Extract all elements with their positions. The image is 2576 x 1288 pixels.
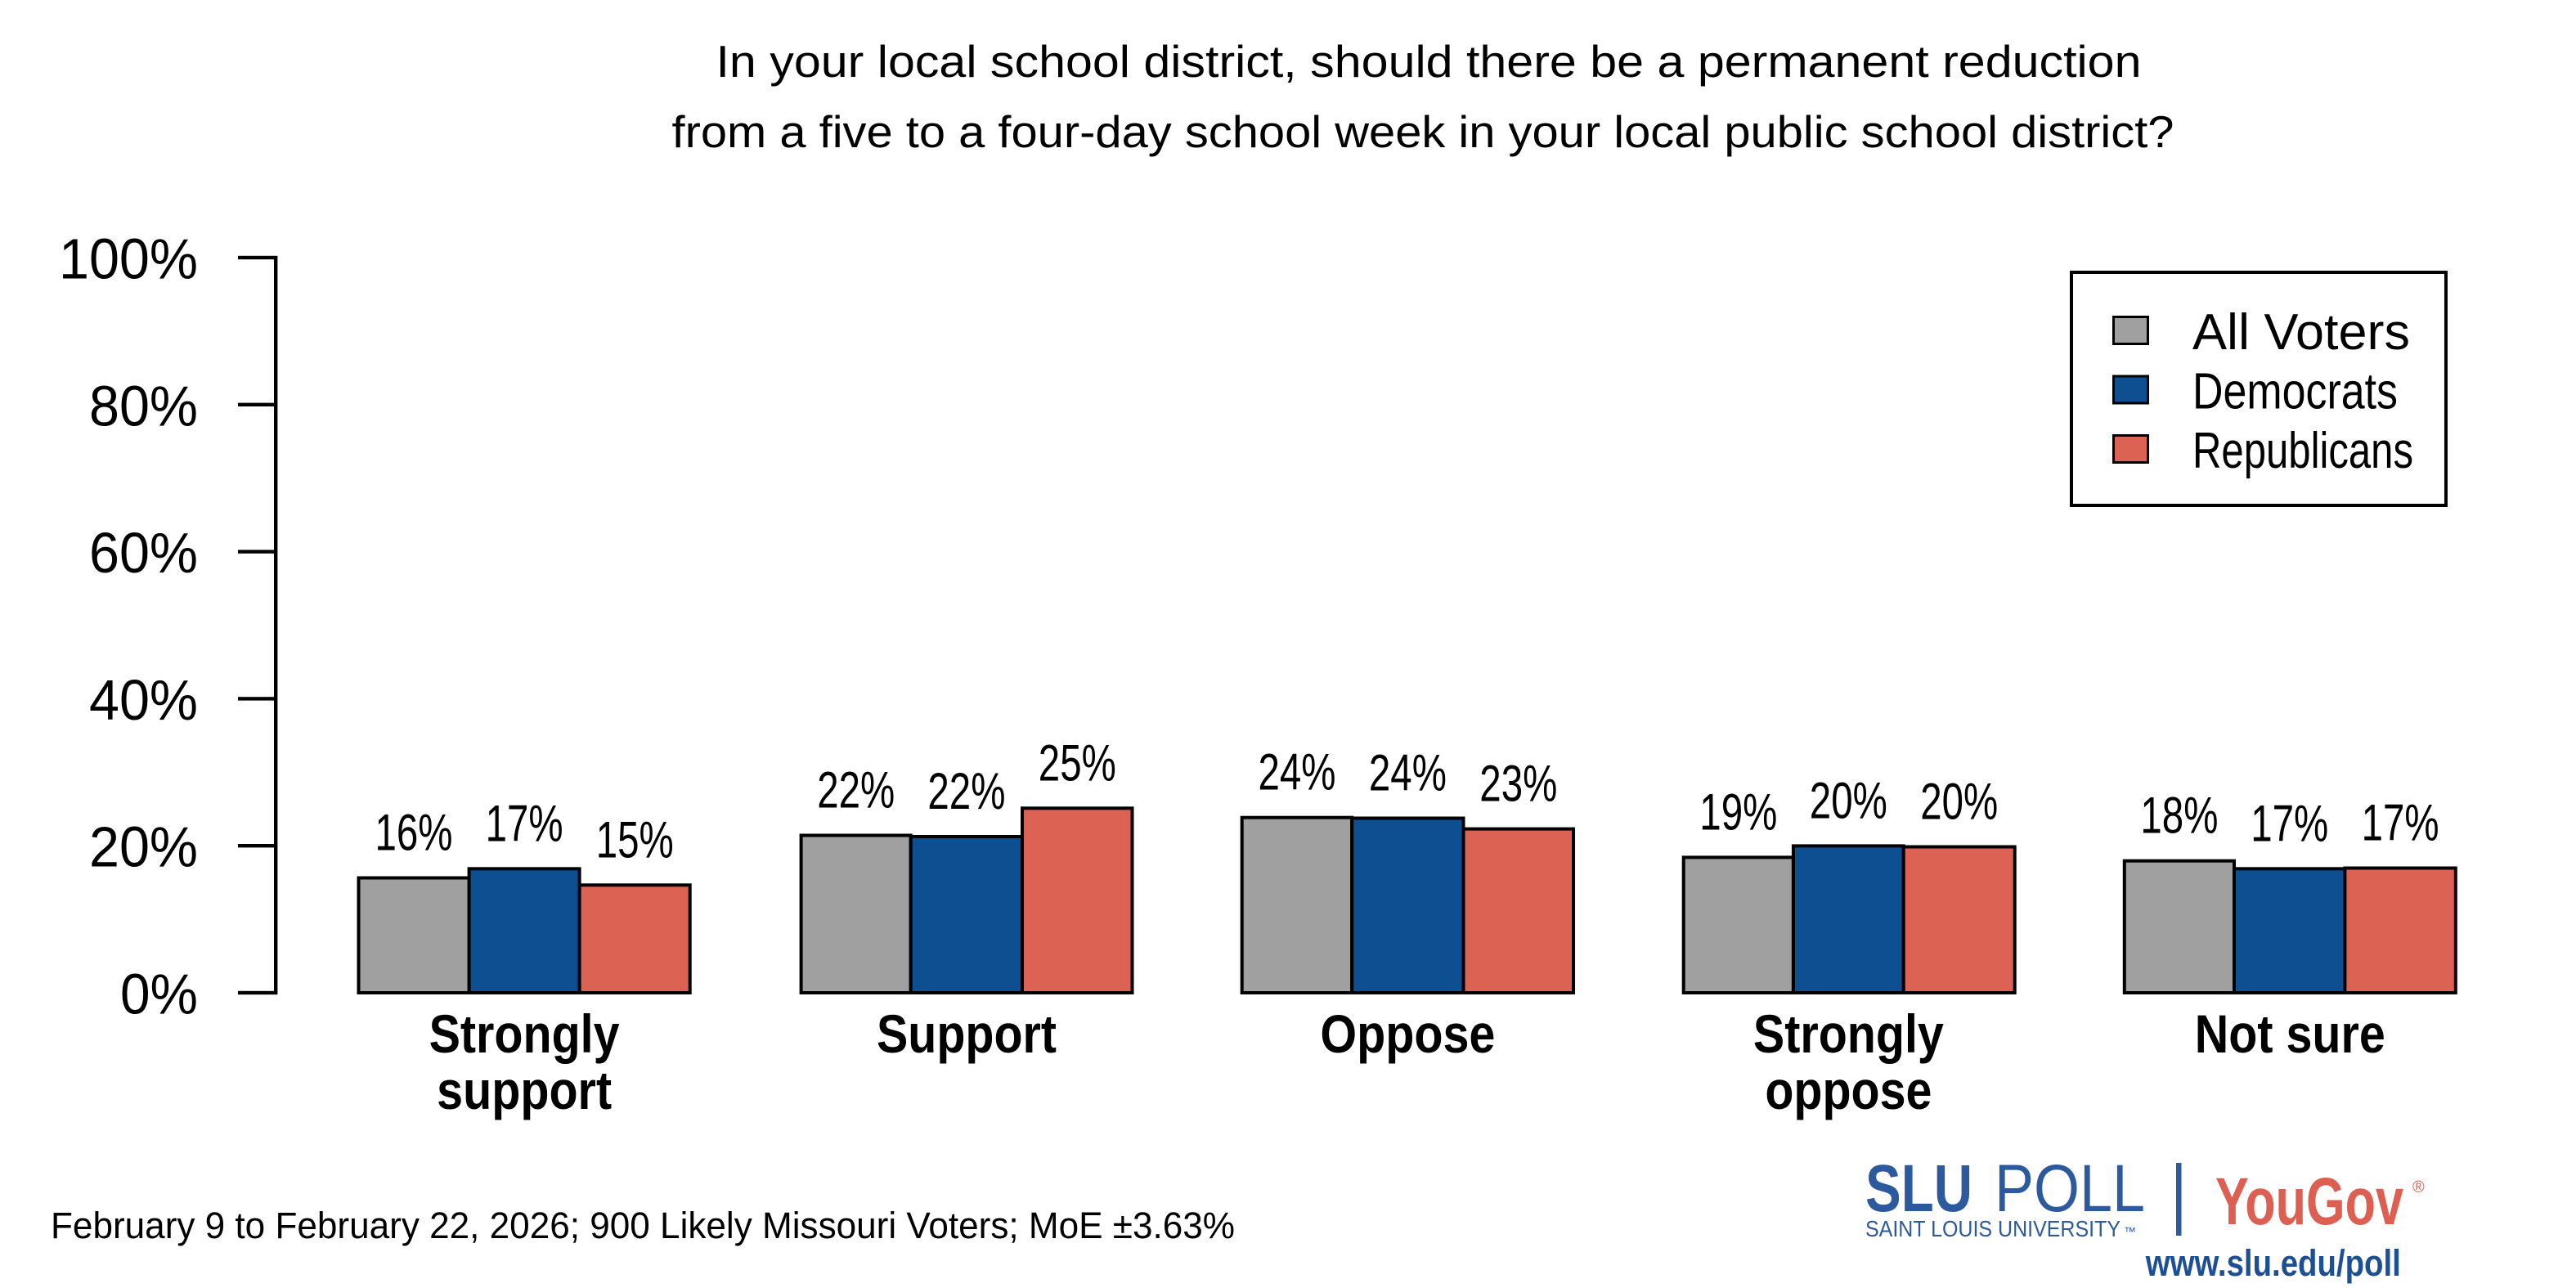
svg-text:80%: 80% [89, 374, 198, 438]
svg-text:POLL: POLL [1995, 1151, 2145, 1226]
svg-text:20%: 20% [1920, 774, 1998, 831]
svg-text:24%: 24% [1259, 744, 1336, 801]
svg-text:23%: 23% [1479, 756, 1557, 813]
svg-text:17%: 17% [2251, 795, 2328, 852]
svg-text:100%: 100% [59, 227, 198, 291]
svg-text:15%: 15% [596, 811, 674, 868]
svg-text:Democrats: Democrats [2192, 364, 2398, 420]
svg-text:In your local school district,: In your local school district, should th… [716, 36, 2142, 87]
svg-text:17%: 17% [486, 795, 563, 852]
svg-text:Not sure: Not sure [2195, 1003, 2385, 1064]
svg-text:Strongly: Strongly [1753, 1003, 1944, 1064]
svg-text:www.slu.edu/poll: www.slu.edu/poll [2145, 1242, 2401, 1284]
svg-text:22%: 22% [927, 763, 1005, 820]
svg-text:18%: 18% [2140, 788, 2218, 845]
svg-text:All Voters: All Voters [2192, 304, 2410, 361]
svg-text:™: ™ [2124, 1225, 2136, 1239]
svg-text:Oppose: Oppose [1320, 1003, 1495, 1064]
svg-text:Republicans: Republicans [2192, 423, 2413, 479]
svg-text:25%: 25% [1039, 734, 1116, 792]
svg-text:February 9 to February 22, 202: February 9 to February 22, 2026; 900 Lik… [51, 1205, 1235, 1246]
svg-text:SAINT LOUIS UNIVERSITY: SAINT LOUIS UNIVERSITY [1865, 1216, 2120, 1241]
svg-text:20%: 20% [1810, 772, 1887, 829]
svg-text:SLU: SLU [1865, 1151, 1972, 1226]
svg-text:from a five to a four-day scho: from a five to a four-day school week in… [672, 106, 2174, 157]
svg-text:24%: 24% [1369, 745, 1447, 802]
svg-text:Strongly: Strongly [429, 1003, 620, 1064]
svg-text:Support: Support [877, 1003, 1057, 1064]
svg-text:0%: 0% [120, 963, 198, 1026]
svg-text:17%: 17% [2362, 795, 2439, 852]
svg-text:19%: 19% [1699, 783, 1777, 841]
svg-text:16%: 16% [375, 805, 453, 862]
svg-text:YouGov: YouGov [2215, 1165, 2403, 1239]
svg-text:60%: 60% [89, 521, 198, 585]
svg-text:oppose: oppose [1765, 1060, 1932, 1120]
svg-text:40%: 40% [89, 668, 198, 732]
svg-text:®: ® [2412, 1178, 2425, 1196]
svg-text:22%: 22% [817, 762, 895, 819]
svg-text:support: support [437, 1060, 612, 1120]
svg-text:20%: 20% [89, 815, 198, 879]
